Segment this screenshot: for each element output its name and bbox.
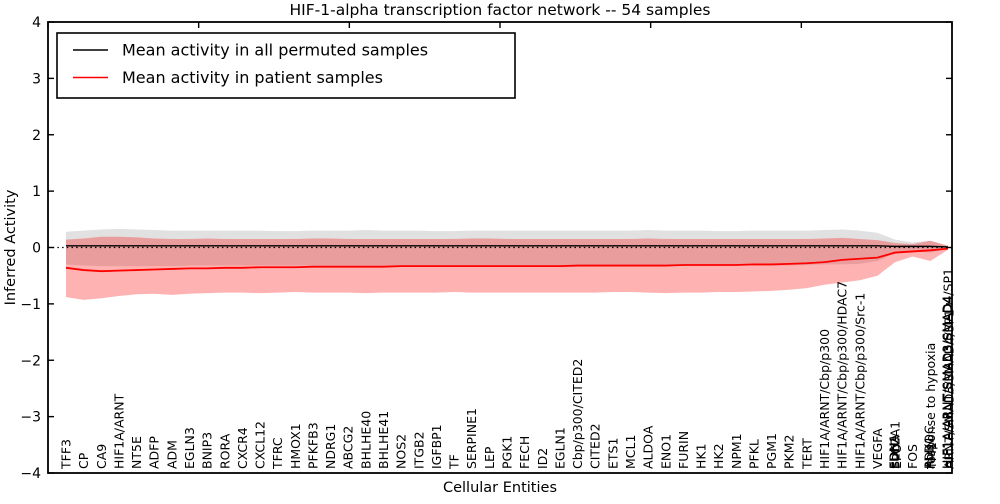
x-tick-label: ARNT/SMAD3/SMAD4/SP1 [942,309,957,469]
band-layer [66,228,948,300]
x-tick-label: NDRG1 [323,424,338,469]
x-tick-label: CP [76,452,91,469]
line-permuted-mean [66,245,949,248]
x-tick-label-layer: TFF3 CP CA9 HIF1A/ARNT NT5E ADFP ADM EGLN3 BNIP3… [59,268,957,470]
x-tick-label: NOS2 [394,434,409,469]
x-tick-label: SLC2A1 [888,421,903,469]
y-tick-label: −1 [20,297,41,313]
x-tick-label: PFKL [746,439,761,469]
x-tick-label: HK2 [711,443,726,469]
x-tick-label: HIF1A/ARNT [111,393,126,469]
x-tick-label: TFF3 [59,439,74,470]
x-tick-label: ADFP [147,436,162,469]
chart-title: HIF-1-alpha transcription factor network… [290,1,711,19]
x-tick-label: HMOX1 [288,423,303,469]
y-axis-label: Inferred Activity [3,189,19,305]
x-tick-label: MCL1 [623,435,638,469]
y-tick-label: 2 [32,128,41,144]
x-tick-label: ITGB2 [411,431,426,469]
x-tick-label: CA9 [94,444,109,469]
y-tick-label: 3 [32,71,41,87]
x-axis-label: Cellular Entities [443,480,557,496]
x-tick-label: ALDOA [641,425,656,469]
x-tick-label: RORA [217,433,232,469]
x-tick-label: PGK1 [500,436,515,469]
x-tick-label: ETS1 [605,438,620,469]
x-tick-label: HIF1A/ARNT/Cbp/p300 [817,329,832,469]
x-tick-label: LDHA [886,434,901,469]
y-tick-label: −3 [20,410,41,426]
x-tick-label: PFKFB3 [305,422,320,469]
y-tick-label: 1 [32,184,41,200]
x-tick-label: EGLN1 [552,427,567,469]
x-tick-label: ENO1 [658,434,673,469]
x-tick-label: ALDOC [922,425,937,469]
x-tick-label: EDN1 [886,434,901,469]
x-tick-label: HIF1A/ARNT/Cbp/p300/Src-1 [852,293,867,469]
x-tick-label: CXCL12 [253,421,268,469]
x-tick-label: ID2 [535,448,550,469]
x-tick-label: ABCG2 [341,426,356,469]
x-tick-label: LEP [482,446,497,469]
band-permuted [66,228,948,267]
legend: Mean activity in all permuted samples Me… [56,32,516,99]
x-tick-label: TFRC [270,437,285,470]
x-tick-label: NT5E [129,436,144,469]
plot-border [47,21,953,474]
x-tick-label: PDK1 [922,436,937,469]
x-tick-label: TPI1 [924,442,939,470]
x-tick-label: SERPINE1 [464,408,479,469]
legend-permuted-label: Mean activity in all permuted samples [122,41,428,60]
x-tick-label: CXCR4 [235,427,250,469]
x-tick-label: TF [447,454,462,470]
x-tick-label: EGLN3 [182,427,197,469]
x-tick-label: ADM [164,440,179,469]
x-tick-label: PGM1 [764,433,779,469]
line-patient-mean [65,247,949,273]
x-tick-label: HIF1A/ARNT/SMAD3/SMAD4 [939,296,954,469]
x-tick-label: IGFBP1 [429,424,444,469]
x-tick-label: FECH [517,436,532,469]
x-tick-label: FOS [905,444,920,469]
x-tick-label: VEGFA [870,428,885,469]
x-tick-label: CITED2 [588,423,603,469]
series-line-layer [65,245,949,273]
x-tick-label: EPO [889,444,904,469]
band-patient [66,236,948,300]
y-tick-label: −4 [20,466,41,482]
y-tick-label: 4 [32,15,41,31]
x-tick-label: PKM2 [782,435,797,469]
x-tick-label: NPM1 [729,433,744,469]
x-tick-label: BHLHE41 [376,411,391,469]
x-tick-label: BHLHE40 [358,411,373,469]
x-tick-label: HK1 [694,443,709,469]
x-tick-label: BNIP3 [200,432,215,469]
legend-patient-label: Mean activity in patient samples [122,68,383,87]
x-tick-label: response to hypoxia [923,343,938,469]
y-tick-label: 0 [32,241,41,257]
x-tick-label: FURIN [676,431,691,469]
x-tick-label: Cbp/p300/CITED2 [570,359,585,469]
legend-box [56,32,516,99]
y-tick-label: −2 [20,353,41,369]
x-tick-label: TERT [799,438,814,470]
x-tick-label: HIF1A/ARNT/Cbp/p300/HDAC7 [835,281,850,469]
